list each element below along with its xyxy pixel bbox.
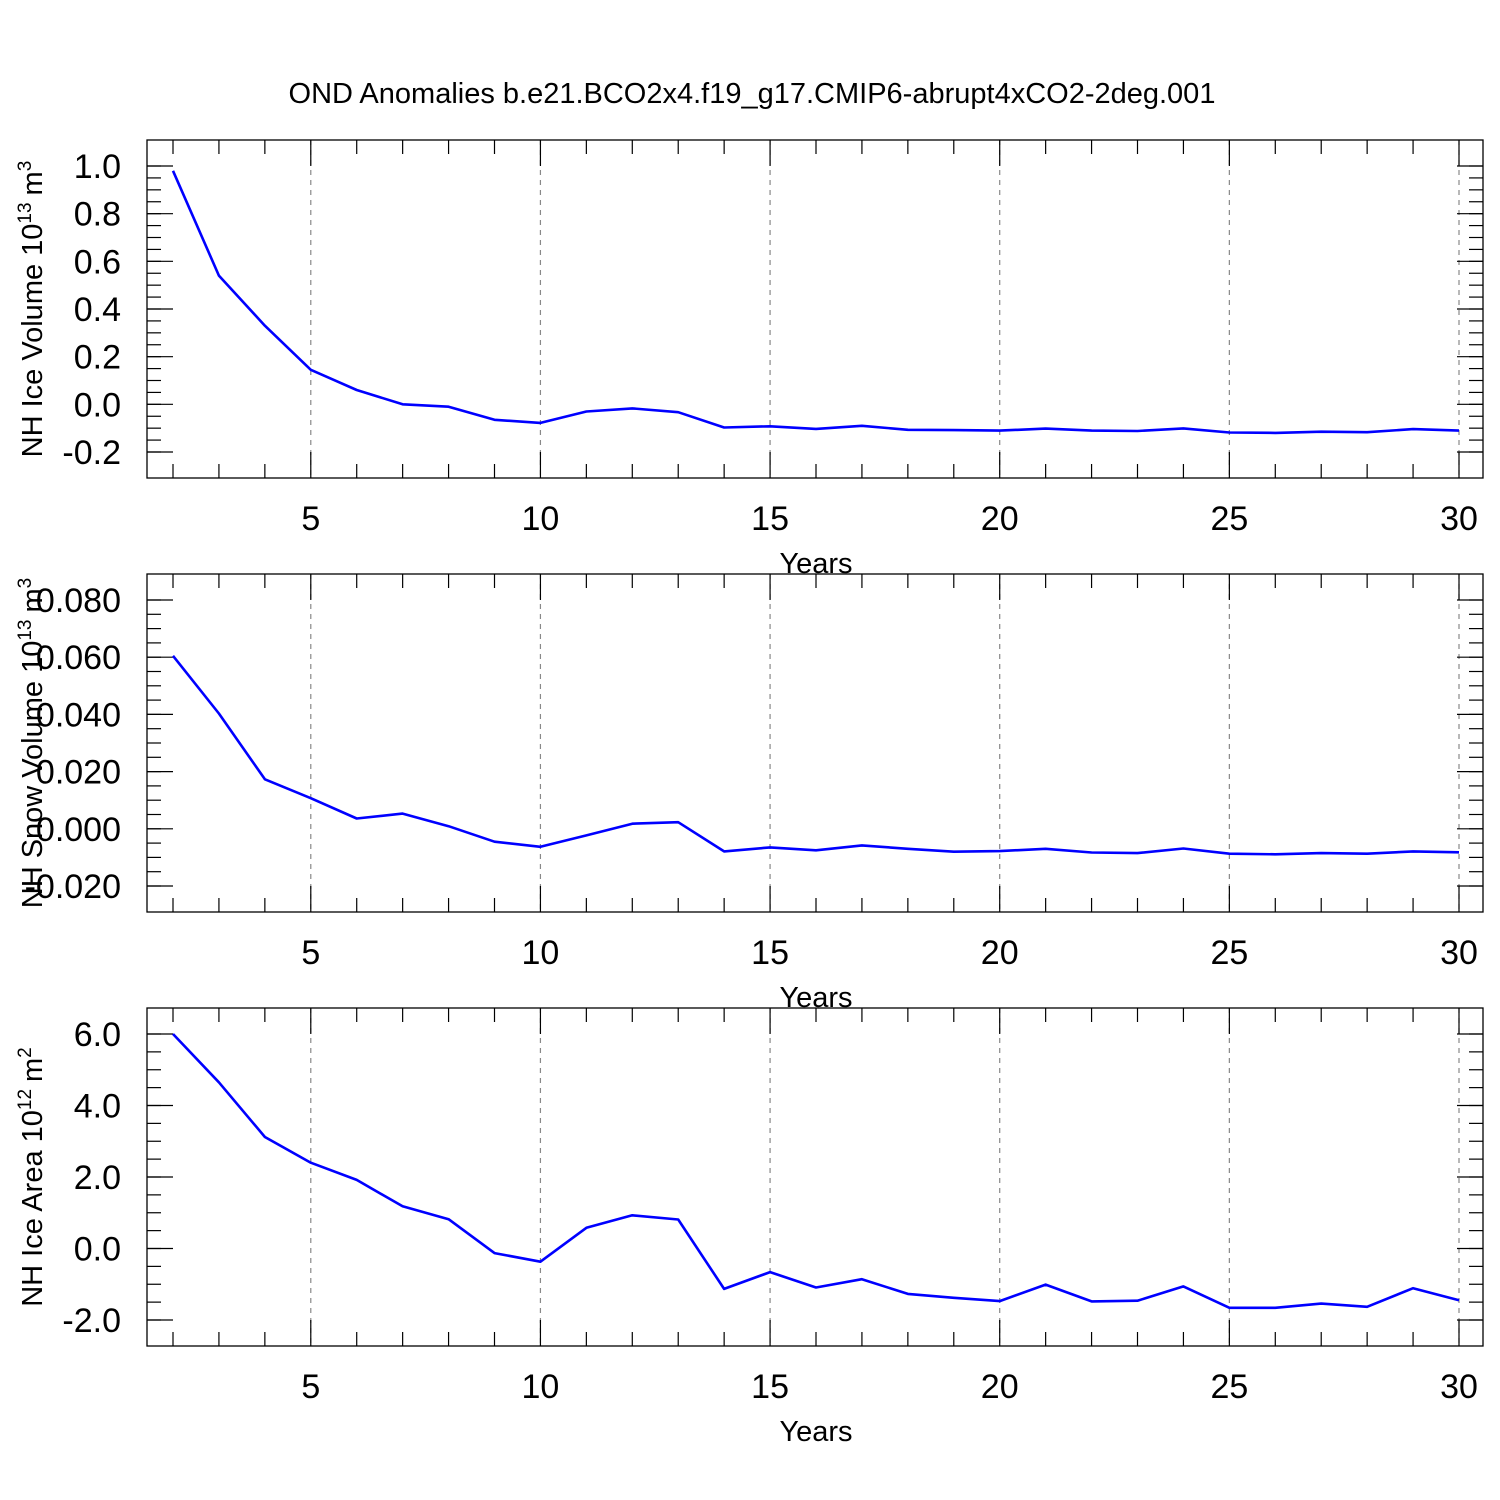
- y-tick-label: 0.4: [74, 291, 121, 329]
- series-line-1: [171, 654, 1460, 856]
- plot-frame: [146, 139, 1484, 479]
- x-tick-label: 30: [1440, 500, 1478, 538]
- y-tick-label: 2.0: [74, 1159, 121, 1197]
- y-tick-label: 0.060: [36, 639, 121, 677]
- y-tick-label: 0.000: [36, 811, 121, 849]
- panel-3: 6.0 4.0 2.0 0.0 -2.0 5 10 15 20 25 30 Years NH Ice A…: [15, 1007, 1484, 1448]
- y-tick-label: 0.0: [74, 386, 121, 424]
- panel-1: 1.00.80.60.40.20.0-0.25 10 15 20 25 30YearsNH…: [15, 139, 1484, 580]
- x-tick-label: 10: [522, 934, 560, 972]
- x-tick-label: 10: [522, 500, 560, 538]
- x-tick-label: 30: [1440, 934, 1478, 972]
- y-axis-label-exponent: 12: [15, 1089, 36, 1110]
- x-tick-label: 15: [751, 934, 789, 972]
- y-axis-label-unit: m: [17, 1058, 49, 1082]
- x-tick-label: 15: [751, 500, 789, 538]
- panels-group: 1.00.80.60.40.20.0-0.25 10 15 20 25 30YearsNH…: [15, 139, 1484, 1448]
- y-tick-label: 0.0: [74, 1231, 121, 1269]
- figure-title: OND Anomalies b.e21.BCO2x4.f19_g17.CMIP6…: [289, 78, 1216, 110]
- y-tick-label: -0.2: [62, 434, 121, 472]
- y-axis-label-unit-exponent: 3: [15, 161, 36, 172]
- x-tick-label: 5: [301, 500, 320, 538]
- y-tick-label: 4.0: [74, 1088, 121, 1126]
- y-axis-label-unit-exponent: 3: [15, 578, 36, 589]
- y-axis-label-exponent: 13: [15, 620, 36, 641]
- y-axis-label-text: NH Ice Volume 10: [17, 224, 49, 458]
- x-tick-label: 30: [1440, 1368, 1478, 1406]
- x-tick-label: 25: [1210, 500, 1248, 538]
- plot-frame: [146, 573, 1484, 913]
- y-axis-label: NH Ice Area 1012 m2: [15, 1047, 49, 1307]
- x-tick-label: 5: [301, 1368, 320, 1406]
- series-line-1: [171, 170, 1460, 435]
- y-tick-label: 0.2: [74, 339, 121, 377]
- y-tick-label: -0.020: [25, 868, 121, 906]
- x-tick-label: 15: [751, 1368, 789, 1406]
- y-tick-label: 6.0: [74, 1016, 121, 1054]
- y-axis-label-text: NH Ice Area 10: [17, 1110, 49, 1307]
- y-axis-label-exponent: 13: [15, 202, 36, 223]
- x-tick-label: 25: [1210, 1368, 1248, 1406]
- y-axis-label: NH Snow Volume 1013 m3: [15, 578, 49, 908]
- y-axis-label: NH Ice Volume 1013 m3: [15, 161, 49, 458]
- x-tick-label: 20: [981, 1368, 1019, 1406]
- y-axis-label-unit: m: [17, 588, 49, 612]
- y-tick-label: 0.040: [36, 696, 121, 734]
- x-axis-label: Years: [779, 1416, 852, 1448]
- panel-2: 0.080 0.060 0.040 0.020 0.000 -0.020 5 10 15 20 25…: [15, 573, 1484, 1014]
- x-tick-label: 10: [522, 1368, 560, 1406]
- series-line-1: [172, 1033, 1460, 1310]
- y-tick-label: 1.0: [74, 148, 121, 186]
- x-tick-label: 20: [981, 500, 1019, 538]
- y-tick-label: 0.020: [36, 754, 121, 792]
- x-tick-label: 25: [1210, 934, 1248, 972]
- x-tick-label: 20: [981, 934, 1019, 972]
- y-axis-label-text: NH Snow Volume 10: [17, 641, 49, 909]
- y-tick-label: 0.080: [36, 582, 121, 620]
- y-tick-label: 0.6: [74, 243, 121, 281]
- y-tick-label: 0.8: [74, 196, 121, 234]
- y-axis-label-unit-exponent: 2: [15, 1047, 36, 1058]
- x-tick-label: 5: [301, 934, 320, 972]
- y-axis-label-unit: m: [17, 171, 49, 195]
- y-tick-label: -2.0: [62, 1302, 121, 1340]
